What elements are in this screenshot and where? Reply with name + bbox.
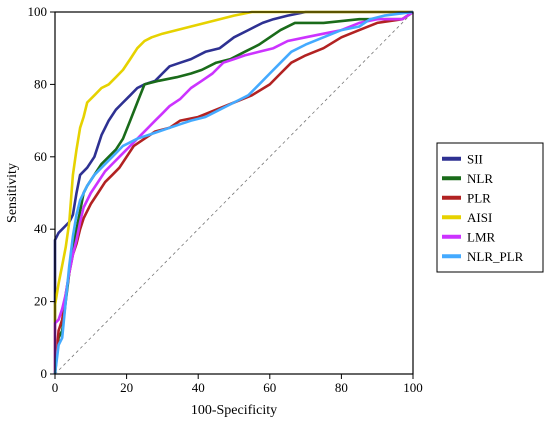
x-tick-label: 100 xyxy=(403,380,423,395)
x-tick-label: 60 xyxy=(263,380,276,395)
legend-label-nlr-plr: NLR_PLR xyxy=(467,249,524,264)
plot-frame xyxy=(54,11,414,375)
y-tick-label: 40 xyxy=(34,221,47,236)
legend-label-plr: PLR xyxy=(467,190,491,205)
legend-label-nlr: NLR xyxy=(467,171,493,186)
series-line-nlr-plr xyxy=(53,10,414,375)
legend-label-aisi: AISI xyxy=(467,210,492,225)
legend-label-lmr: LMR xyxy=(467,229,496,244)
y-tick-label: 80 xyxy=(34,76,47,91)
legend: SII NLR PLR AISI LMR NLR_PLR xyxy=(436,142,544,273)
y-tick-label: 0 xyxy=(41,366,48,381)
y-tick-label: 20 xyxy=(34,294,47,309)
legend-label-sii: SII xyxy=(467,151,483,166)
reference-line xyxy=(54,11,414,375)
x-tick-label: 40 xyxy=(192,380,205,395)
series-line-nlr xyxy=(53,10,414,375)
y-axis-label: Sensitivity xyxy=(5,163,20,223)
x-tick-label: 80 xyxy=(335,380,348,395)
y-tick-label: 60 xyxy=(34,149,47,164)
series-line-aisi xyxy=(53,10,413,374)
series-line-lmr xyxy=(53,10,414,374)
x-tick-label: 0 xyxy=(52,380,59,395)
legend-box xyxy=(436,142,544,273)
x-tick-label: 20 xyxy=(120,380,133,395)
axes: 0 20 40 60 80 100 0 20 40 60 80 100 xyxy=(28,4,423,395)
plot-area xyxy=(53,10,414,375)
x-axis-label: 100-Specificity xyxy=(191,403,277,418)
y-tick-label: 100 xyxy=(28,4,48,19)
